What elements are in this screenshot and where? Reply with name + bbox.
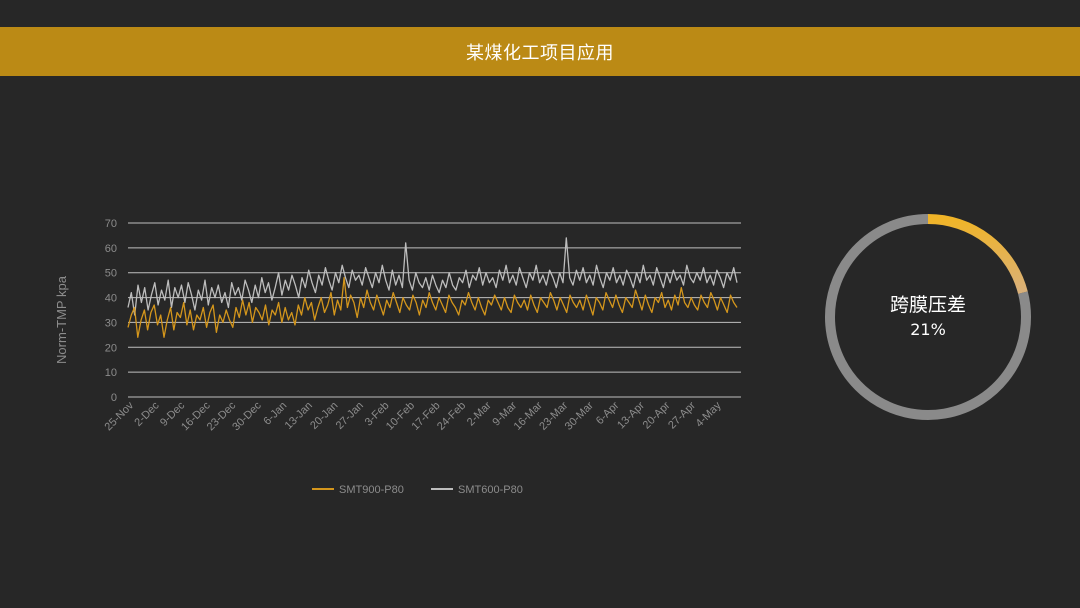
- x-tick-label: 24-Feb: [435, 400, 468, 433]
- legend-entry: SMT600-P80: [458, 484, 523, 496]
- donut-label: 跨膜压差: [889, 294, 966, 316]
- donut-center: 跨膜压差 21%: [824, 213, 1032, 421]
- x-tick-label: 2-Mar: [465, 399, 494, 428]
- y-tick-label: 70: [105, 218, 117, 230]
- y-tick-label: 20: [105, 342, 117, 354]
- x-tick-label: 20-Jan: [308, 400, 340, 432]
- y-tick-label: 50: [105, 268, 117, 280]
- x-tick-label: 4-May: [693, 399, 723, 429]
- x-tick-label: 27-Apr: [666, 399, 698, 431]
- y-tick-label: 40: [105, 293, 117, 305]
- x-tick-label: 13-Apr: [615, 399, 647, 431]
- series-line-smt600-p80: [127, 237, 738, 316]
- legend-entry: SMT900-P80: [339, 484, 404, 496]
- y-tick-label: 10: [105, 367, 117, 379]
- series-line-smt900-p80: [127, 277, 738, 338]
- donut-slice: [825, 214, 1031, 420]
- donut-slice: [927, 214, 1028, 294]
- y-tick-label: 60: [105, 243, 117, 255]
- x-tick-label: 25-Nov: [103, 399, 137, 433]
- y-tick-label: 30: [105, 317, 117, 329]
- tmp-donut-chart: [825, 214, 1031, 420]
- chart-series: [127, 237, 738, 338]
- page-title: 某煤化工项目应用: [466, 42, 614, 64]
- chart-gridlines: [128, 222, 741, 398]
- x-tick-label: 30-Dec: [230, 399, 264, 433]
- x-tick-label: 27-Jan: [334, 400, 366, 432]
- x-tick-label: 13-Jan: [283, 400, 315, 432]
- x-tick-label: 30-Mar: [563, 399, 596, 432]
- page-title-bar: 某煤化工项目应用: [0, 27, 1080, 76]
- donut-value: 21%: [910, 320, 946, 339]
- chart-legend: SMT900-P80 SMT600-P80: [312, 484, 523, 496]
- x-axis-ticks: 25-Nov2-Dec9-Dec16-Dec23-Dec30-Dec6-Jan1…: [103, 399, 724, 433]
- y-tick-label: 0: [111, 392, 117, 404]
- y-axis-ticks: 0 10 20 30 40 50 60 70: [105, 218, 117, 404]
- x-tick-label: 2-Dec: [132, 399, 162, 429]
- y-axis-label: Norm-TMP kpa: [54, 275, 69, 364]
- x-tick-label: 20-Apr: [641, 399, 673, 431]
